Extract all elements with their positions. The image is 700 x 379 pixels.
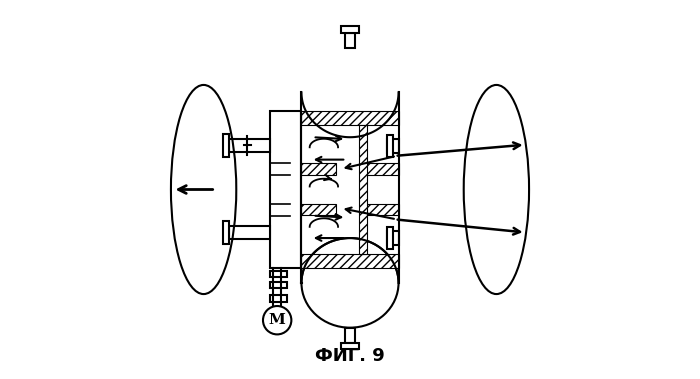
Bar	[270, 295, 286, 302]
Bar	[223, 134, 229, 157]
Bar	[229, 226, 270, 239]
Bar	[302, 163, 337, 175]
Bar	[302, 111, 398, 125]
Bar	[345, 33, 355, 48]
Bar	[387, 139, 398, 152]
Bar	[341, 26, 359, 33]
Bar	[341, 343, 359, 349]
Bar	[229, 139, 270, 152]
Text: ФИГ. 9: ФИГ. 9	[315, 347, 385, 365]
Bar	[302, 254, 398, 268]
Bar	[387, 135, 393, 157]
Bar	[270, 271, 286, 277]
Bar	[387, 227, 393, 249]
Bar	[345, 328, 355, 343]
Bar	[387, 231, 398, 245]
Bar	[302, 204, 337, 215]
Bar	[270, 111, 302, 268]
Bar	[363, 163, 398, 175]
Bar	[363, 204, 398, 215]
Bar	[359, 125, 367, 254]
Bar	[270, 282, 286, 288]
Bar	[223, 221, 229, 244]
Text: M: M	[269, 313, 286, 327]
